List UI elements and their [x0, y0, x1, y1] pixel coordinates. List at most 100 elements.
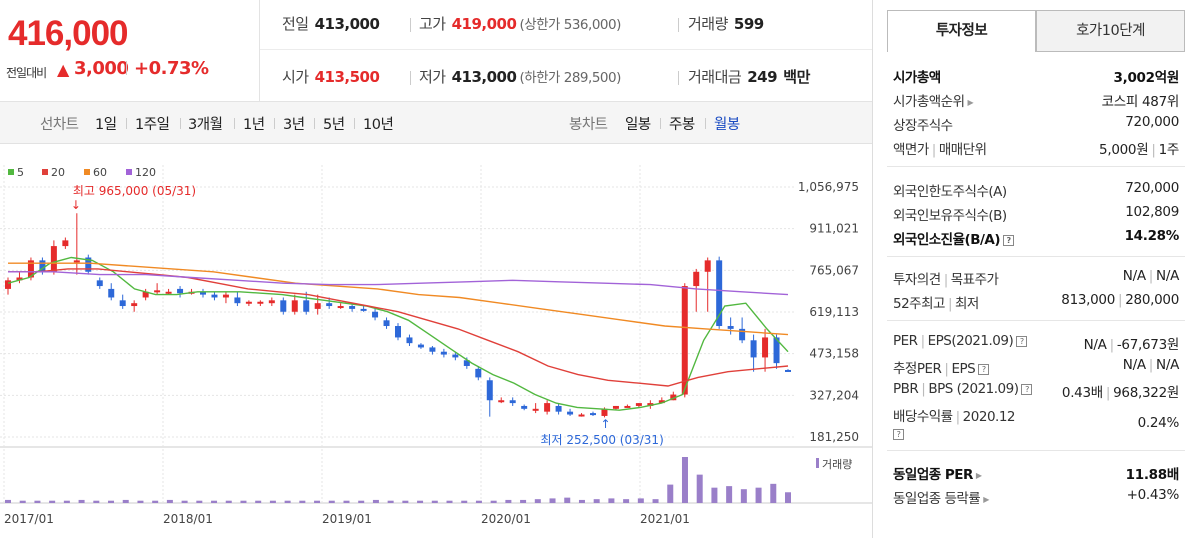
monthly-candle-button[interactable]: 월봉: [714, 117, 740, 133]
candle-body: [509, 400, 516, 404]
range-5y-button[interactable]: 5년: [323, 117, 345, 133]
volume-bar: [328, 500, 335, 503]
tab-order-book[interactable]: 호가10단계: [1036, 10, 1185, 52]
candle-body: [257, 301, 264, 304]
summary-row: [260, 0, 872, 50]
volume-bar: [770, 483, 777, 503]
high-price: 고가 419,000 (상한가 536,000): [419, 13, 621, 34]
candle-body: [406, 337, 413, 344]
sector-change-label: 동일업종 등락률: [893, 491, 981, 507]
help-icon[interactable]: ?: [893, 429, 904, 440]
week52-high-label: 52주최고: [893, 296, 945, 312]
volume-bar: [137, 500, 144, 503]
candle-body: [73, 260, 80, 263]
y-tick-label: 1,056,975: [798, 180, 859, 194]
divider: [410, 71, 411, 85]
market-cap-rank-link[interactable]: 시가총액순위 ▶: [893, 90, 974, 110]
target-price-label: 목표주가: [950, 272, 999, 288]
legend-swatch: [42, 169, 48, 175]
candle-body: [245, 301, 252, 304]
candle-body: [750, 340, 757, 358]
price-summary: 전일 413,000 고가 419,000 (상한가 536,000) 거래량 599 …: [260, 0, 872, 102]
volume-bar: [402, 500, 409, 503]
candle-body: [5, 280, 11, 289]
volume-bar: [564, 497, 571, 503]
volume-label: 거래량: [688, 15, 728, 33]
volume-bar: [711, 487, 718, 503]
volume-bar: [490, 500, 497, 503]
pbr-label: PBR: [893, 381, 919, 397]
sector-per-link[interactable]: 동일업종 PER ▶: [893, 463, 982, 483]
volume-bar: [343, 500, 350, 503]
week52-value: 813,000 | 280,000: [1061, 292, 1179, 308]
price-box: 416,000 전일대비 ▲ 3,000 +0.73%: [0, 0, 260, 102]
high-label: 고가: [419, 15, 446, 33]
help-icon[interactable]: ?: [1003, 235, 1015, 246]
candle-body: [681, 286, 688, 395]
range-1y-button[interactable]: 1년: [243, 117, 265, 133]
par-unit-label: 액면가 | 매매단위: [893, 142, 987, 158]
dividend-label: 배당수익률 | 2020.12: [893, 409, 1016, 425]
candle-body: [337, 306, 344, 309]
est-per-label: 추정PER: [893, 361, 942, 377]
volume-value: 599: [733, 15, 764, 33]
candle-body: [303, 300, 310, 312]
divider: [887, 450, 1185, 451]
change-label: 전일대비: [6, 66, 47, 80]
y-tick-label: 327,204: [809, 388, 859, 402]
range-10y-button[interactable]: 10년: [363, 117, 394, 133]
volume-bar: [181, 500, 188, 503]
candle-body: [762, 337, 769, 358]
upper-limit: (상한가 536,000): [519, 17, 621, 33]
daily-candle-button[interactable]: 일봉: [625, 117, 651, 133]
help-icon[interactable]: ?: [1021, 384, 1033, 395]
volume: 거래량 599: [688, 13, 764, 34]
candle-body: [62, 240, 69, 247]
candle-body: [27, 260, 34, 278]
candle-body: [280, 300, 287, 312]
y-tick-label: 911,021: [809, 222, 859, 236]
candle-body: [773, 337, 780, 364]
candle-body: [555, 405, 562, 412]
market-cap-value: 3,002억원: [1113, 70, 1180, 86]
candle-body: [234, 297, 241, 304]
low-value: 413,000: [451, 68, 517, 86]
per-eps-value: N/A | -67,673원: [1083, 337, 1180, 353]
range-1w-button[interactable]: 1주일: [135, 117, 170, 133]
sector-change-value: +0.43%: [1126, 487, 1180, 503]
trade-amount: 거래대금 249 백만: [688, 66, 810, 87]
dividend-help: ?: [893, 426, 904, 442]
sector-change-link[interactable]: 동일업종 등락률 ▶: [893, 487, 989, 507]
volume-bar: [593, 499, 600, 503]
range-1d-button[interactable]: 1일: [95, 117, 117, 133]
volume-bar: [667, 484, 674, 503]
volume-bar: [549, 498, 556, 503]
stock-chart[interactable]: 1,056,975 911,021 765,067 619,113 473,158 327…: [0, 145, 872, 538]
divider: [314, 118, 315, 129]
est-per-eps-label: 추정PER | EPS?: [893, 357, 990, 377]
low-label: 저가: [419, 68, 446, 86]
eps-label: EPS(2021.09): [927, 333, 1014, 349]
candle-body: [291, 300, 298, 312]
eps-value: -67,673원: [1116, 337, 1179, 353]
help-icon[interactable]: ?: [1016, 336, 1028, 347]
tab-investment-info[interactable]: 투자정보: [887, 10, 1036, 52]
market-cap-label: 시가총액: [893, 70, 941, 86]
candle-body: [417, 344, 424, 348]
range-3m-button[interactable]: 3개월: [188, 117, 223, 133]
volume-bar: [5, 499, 11, 503]
volume-bar: [166, 499, 173, 503]
divider: [354, 118, 355, 129]
volume-bar: [19, 500, 26, 503]
weekly-candle-button[interactable]: 주봉: [669, 117, 695, 133]
tab-underline: [1036, 51, 1185, 52]
candle-body: [544, 403, 551, 412]
help-icon[interactable]: ?: [978, 364, 990, 375]
x-tick-label: 2019/01: [322, 512, 372, 526]
trade-unit: 1주: [1158, 142, 1180, 158]
candle-body: [463, 360, 470, 366]
range-3y-button[interactable]: 3년: [283, 117, 305, 133]
foreign-hold-value: 102,809: [1125, 204, 1179, 220]
line-chart-label: 선차트: [40, 117, 79, 133]
ma-line: [8, 271, 789, 296]
